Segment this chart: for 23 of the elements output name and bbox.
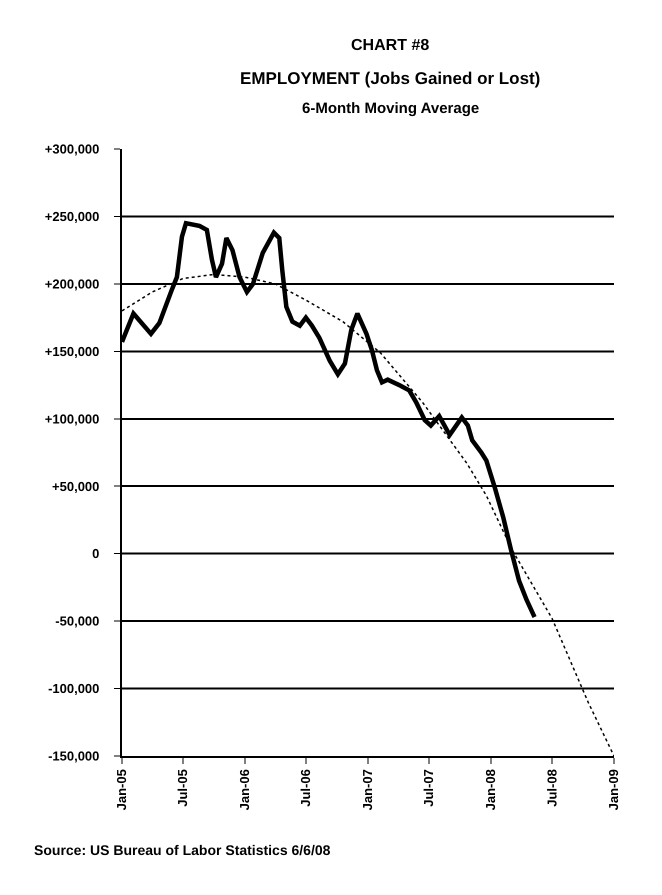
x-tick-label: Jan-07 (360, 769, 376, 810)
x-tick-label: Jul-05 (175, 769, 190, 807)
x-tick-label: Jan-05 (114, 769, 130, 810)
x-tick-label: Jul-06 (298, 769, 314, 807)
x-tick-label: Jan-09 (606, 769, 622, 810)
chart-title: EMPLOYMENT (Jobs Gained or Lost) (240, 69, 540, 88)
y-tick-label: +150,000 (44, 344, 100, 359)
y-tick-label: +50,000 (52, 478, 100, 494)
chart-subtitle: 6-Month Moving Average (302, 100, 480, 117)
y-tick-label: 0 (92, 546, 100, 562)
text: CHART #8 (351, 37, 430, 54)
source-note: Source: US Bureau of Labor Statistics 6/6/08 (34, 842, 331, 858)
x-tick-label: Jul-07 (421, 769, 436, 807)
y-tick-label: +250,000 (44, 208, 100, 224)
y-tick-label: +100,000 (44, 411, 100, 426)
y-tick-label: -150,000 (48, 748, 100, 764)
y-tick-label: +300,000 (44, 142, 100, 157)
y-tick-label: +200,000 (44, 276, 100, 292)
x-tick-label: Jan-06 (237, 769, 252, 810)
y-tick-label: -50,000 (55, 614, 100, 629)
x-tick-label: Jan-08 (482, 769, 498, 810)
y-tick-label: -100,000 (48, 681, 100, 696)
x-tick-label: Jul-08 (544, 769, 560, 807)
